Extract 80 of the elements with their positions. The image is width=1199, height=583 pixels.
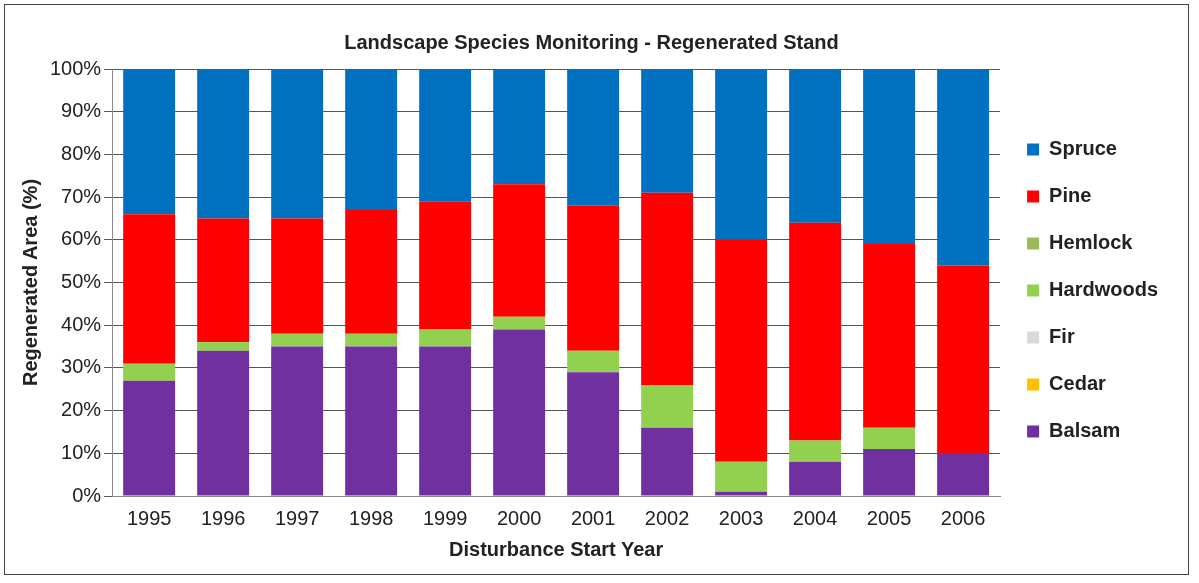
- bar: [937, 265, 990, 454]
- x-tick-label: 2006: [940, 506, 986, 529]
- bar: [567, 69, 620, 206]
- legend-label: Spruce: [1049, 137, 1117, 160]
- bar: [641, 69, 694, 193]
- bar: [197, 218, 250, 343]
- bar: [345, 69, 398, 210]
- bar: [641, 427, 694, 496]
- x-tick-label: 2001: [570, 506, 616, 529]
- bar: [937, 69, 990, 266]
- y-tick-label: 30%: [61, 355, 102, 378]
- x-tick-label: 2003: [718, 506, 764, 529]
- legend-label: Balsam: [1049, 419, 1121, 442]
- bar: [197, 342, 250, 351]
- y-tick-label: 80%: [61, 141, 102, 164]
- y-tick-label: 60%: [61, 227, 102, 250]
- bar: [567, 372, 620, 496]
- bar: [197, 69, 250, 219]
- bar: [419, 201, 472, 330]
- bar: [493, 329, 546, 496]
- bar: [937, 453, 990, 496]
- y-tick-label: 10%: [61, 440, 102, 463]
- bar: [567, 205, 620, 351]
- bar: [493, 316, 546, 330]
- x-axis-title: Disturbance Start Year: [449, 537, 664, 560]
- x-tick-label: 2000: [496, 506, 542, 529]
- bar: [493, 184, 546, 317]
- bar: [863, 69, 916, 245]
- bar: [123, 69, 176, 215]
- x-tick-label: 1998: [348, 506, 394, 529]
- bar: [789, 461, 842, 496]
- bar: [493, 69, 546, 185]
- bar: [789, 222, 842, 441]
- bar: [863, 244, 916, 428]
- x-tick-label: 2005: [866, 506, 912, 529]
- bar: [271, 218, 324, 334]
- bar: [197, 350, 250, 496]
- y-axis-title: Regenerated Area (%): [18, 178, 41, 387]
- bar: [715, 491, 768, 496]
- bar: [715, 69, 768, 240]
- bar: [641, 384, 694, 428]
- legend-label: Hemlock: [1049, 231, 1134, 254]
- legend-label: Hardwoods: [1049, 278, 1159, 301]
- bar: [419, 346, 472, 496]
- x-tick-label: 2004: [792, 506, 838, 529]
- bar: [419, 69, 472, 202]
- legend-label: Cedar: [1049, 372, 1107, 395]
- bar: [419, 329, 472, 347]
- bar: [715, 461, 768, 492]
- bar: [715, 239, 768, 462]
- x-tick-label: 1999: [422, 506, 468, 529]
- bar: [271, 69, 324, 219]
- y-tick-label: 0%: [72, 483, 102, 506]
- bar: [863, 449, 916, 496]
- y-tick-label: 40%: [61, 312, 102, 335]
- legend-label: Fir: [1049, 325, 1075, 348]
- y-tick-label: 20%: [61, 398, 102, 421]
- bar: [271, 346, 324, 496]
- bar: [123, 363, 176, 381]
- bar: [271, 333, 324, 347]
- legend-label: Pine: [1049, 184, 1092, 207]
- x-tick-label: 2002: [644, 506, 690, 529]
- bar: [567, 350, 620, 373]
- bar: [789, 440, 842, 462]
- bar: [345, 346, 398, 496]
- bar: [123, 380, 176, 496]
- bar: [345, 209, 398, 334]
- chart-title: Landscape Species Monitoring - Regenerated Stand: [344, 30, 839, 53]
- bar: [863, 427, 916, 450]
- y-tick-label: 50%: [61, 270, 102, 293]
- y-tick-label: 90%: [61, 99, 102, 122]
- bar: [123, 214, 176, 364]
- y-tick-label: 100%: [50, 56, 102, 79]
- bar: [789, 69, 842, 223]
- x-tick-label: 1996: [200, 506, 246, 529]
- y-tick-label: 70%: [61, 184, 102, 207]
- x-tick-label: 1997: [274, 506, 320, 529]
- bar: [641, 192, 694, 385]
- x-tick-label: 1995: [126, 506, 172, 529]
- bar: [345, 333, 398, 347]
